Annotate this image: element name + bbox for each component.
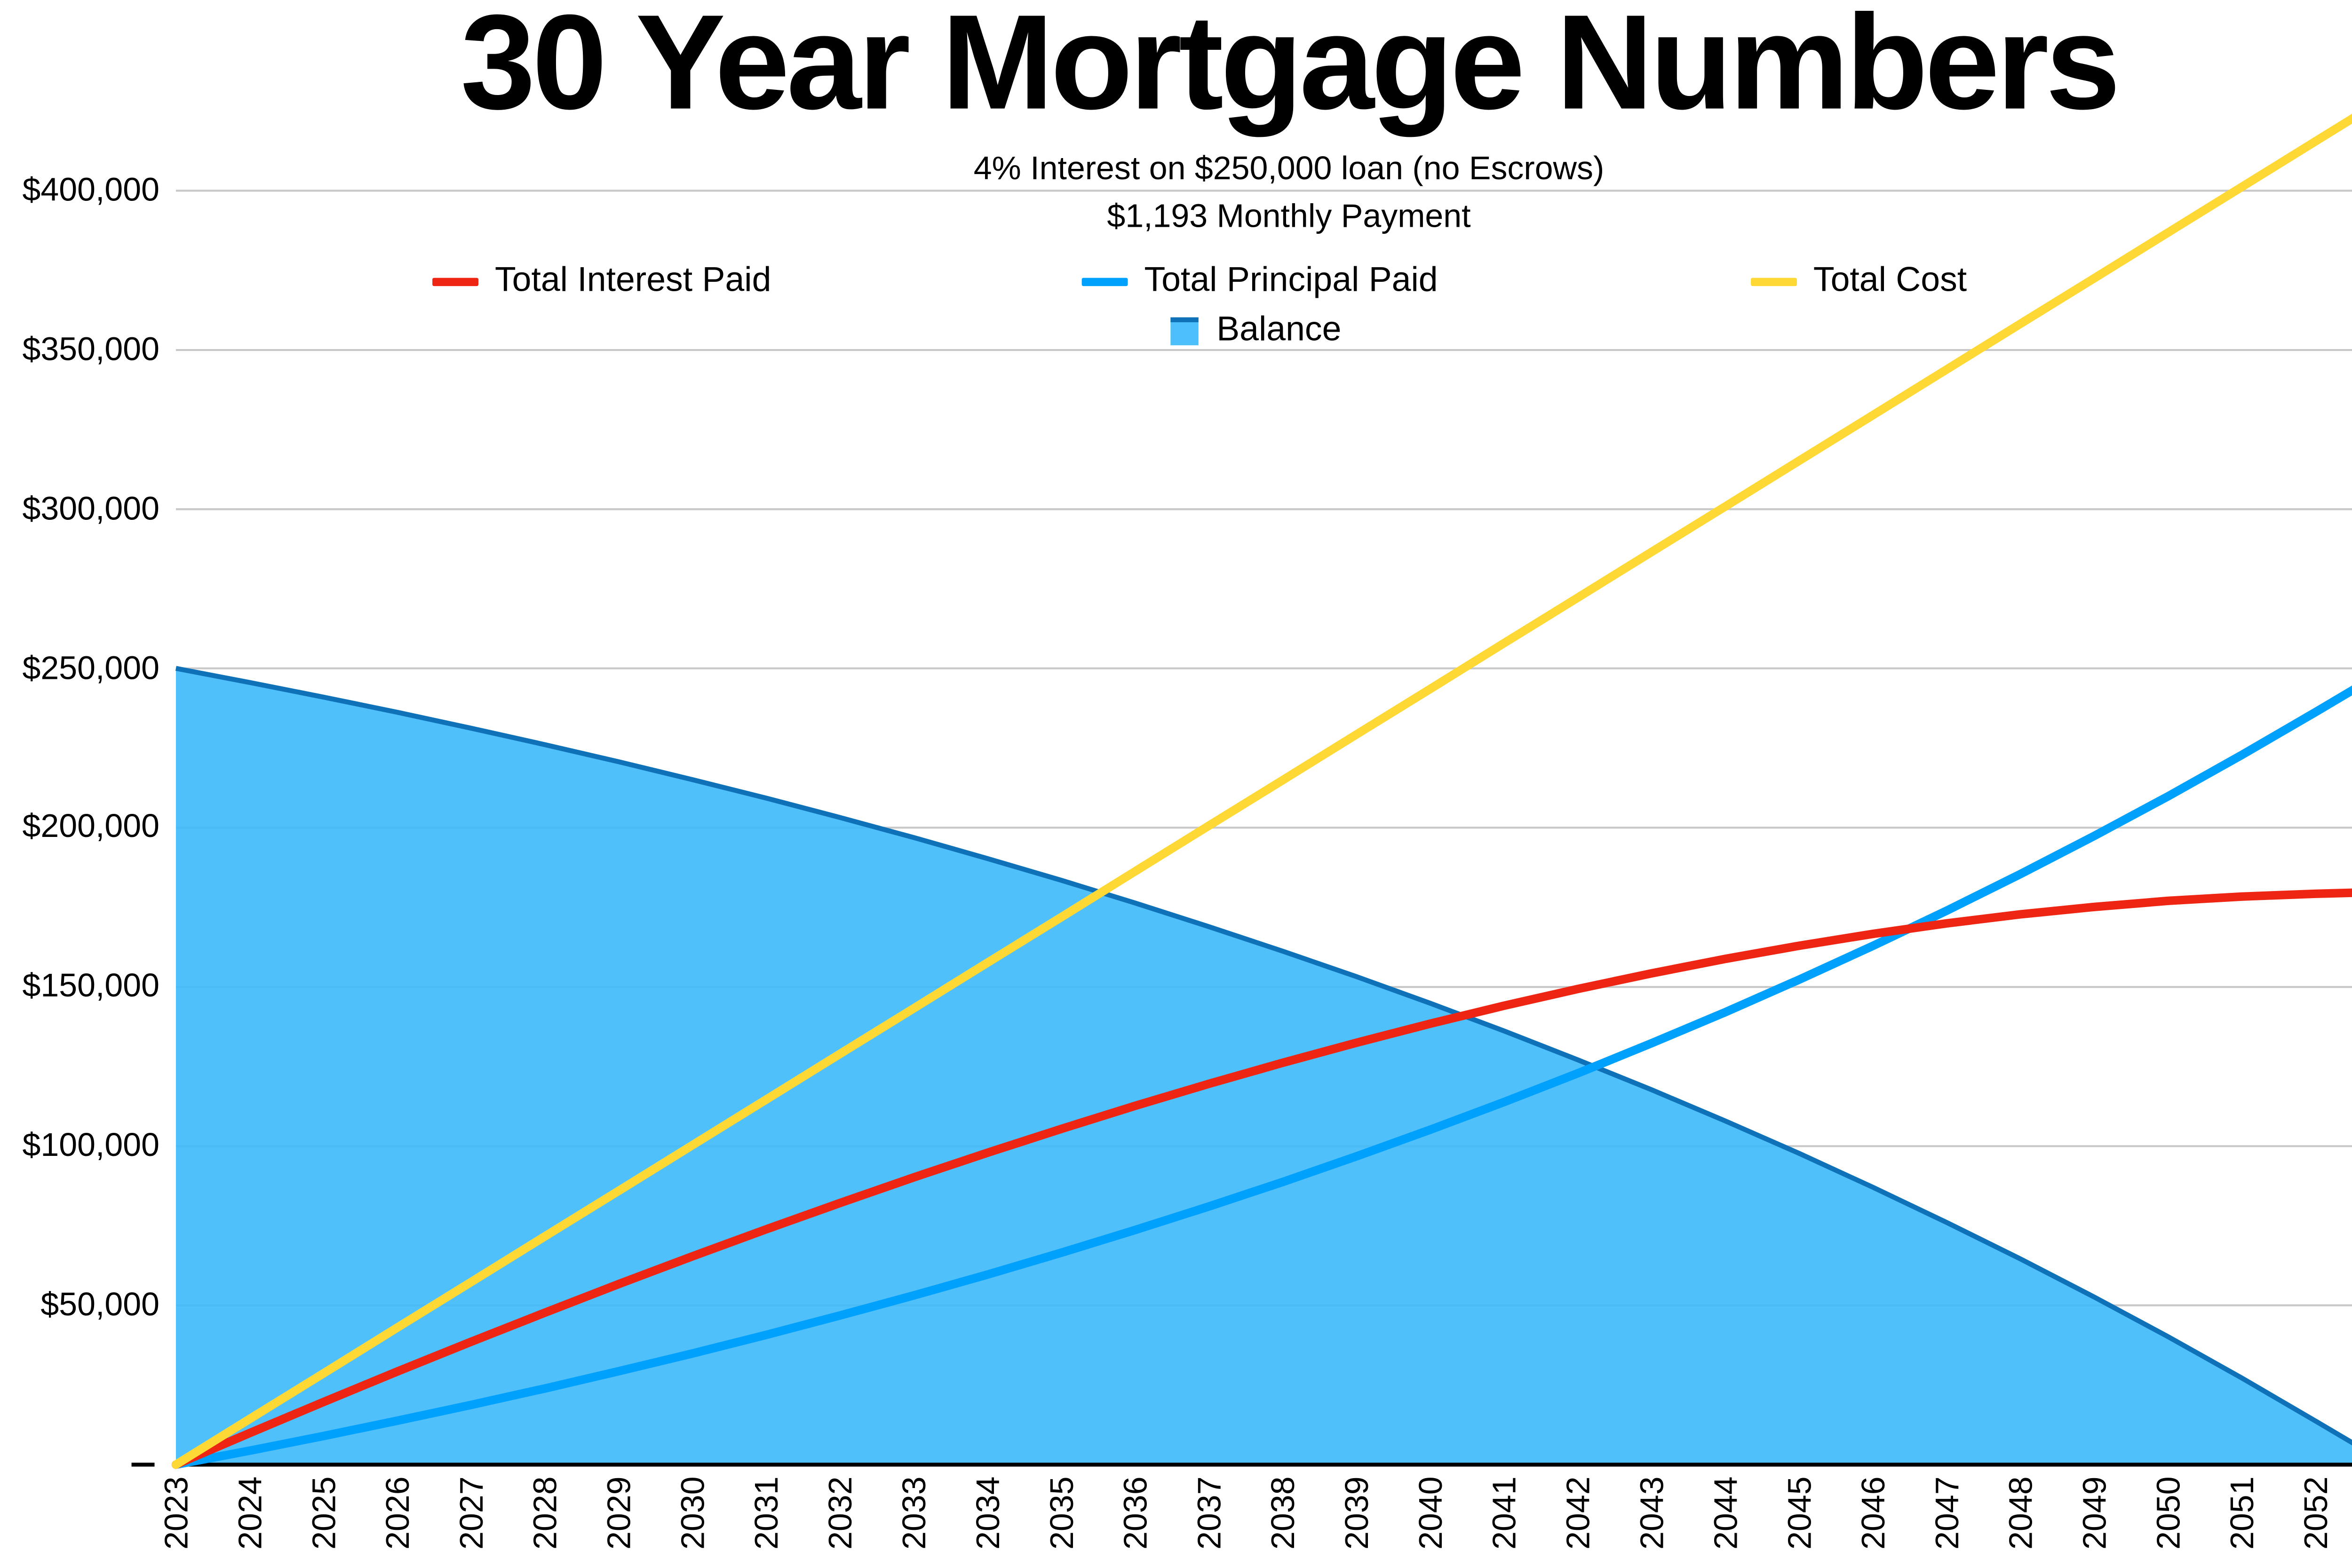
total-interest-legend-dash-icon (432, 277, 479, 286)
chart-title: 30 Year Mortgage Numbers (460, 0, 2121, 138)
x-tick-label-2033: 2033 (896, 1476, 932, 1549)
x-tick-label-2043: 2043 (1633, 1476, 1670, 1549)
total-interest-line (171, 888, 2352, 1469)
x-tick-label-2042: 2042 (1560, 1476, 1597, 1549)
x-tick-label-2023: 2023 (158, 1476, 194, 1549)
chart-subtitle-loan: 4% Interest on $250,000 loan (no Escrows… (973, 151, 1605, 188)
y-axis-label-350000: $350,000 (22, 332, 160, 368)
total-principal-legend-dash-icon (1081, 277, 1128, 286)
x-tick-label-2026: 2026 (379, 1476, 416, 1549)
legend-item-total-interest: Total Interest Paid (432, 260, 771, 302)
legend-item-total-principal: Total Principal Paid (1081, 260, 1438, 302)
x-tick-label-2024: 2024 (231, 1476, 268, 1549)
balance-border (175, 666, 2352, 1446)
x-tick-label-2035: 2035 (1043, 1476, 1080, 1549)
x-tick-label-2028: 2028 (527, 1476, 564, 1549)
legend-label-total-cost: Total Cost (1813, 261, 1967, 300)
x-tick-label-2050: 2050 (2150, 1476, 2187, 1549)
x-tick-label-2052: 2052 (2297, 1476, 2334, 1549)
y-axis-label-100000: $100,000 (22, 1128, 160, 1164)
x-tick-label-2025: 2025 (305, 1476, 342, 1549)
y-axis-label-250000: $250,000 (22, 650, 160, 687)
x-tick-label-2038: 2038 (1264, 1476, 1301, 1549)
x-tick-label-2034: 2034 (969, 1476, 1006, 1549)
chart-subtitle-payment: $1,193 Monthly Payment (1107, 199, 1471, 235)
x-tick-label-2049: 2049 (2076, 1476, 2113, 1549)
x-tick-label-2051: 2051 (2224, 1476, 2260, 1549)
x-tick-label-2032: 2032 (822, 1476, 858, 1549)
x-tick-label-2040: 2040 (1412, 1476, 1449, 1549)
legend-label-balance: Balance (1216, 310, 1342, 349)
y-axis-label-400000: $400,000 (22, 172, 160, 209)
x-tick-label-2041: 2041 (1486, 1476, 1523, 1549)
total-cost-legend-dash-icon (1751, 277, 1797, 286)
x-tick-label-2037: 2037 (1191, 1476, 1227, 1549)
y-axis-label-200000: $200,000 (22, 809, 160, 846)
total-principal-line (171, 685, 2352, 1469)
x-tick-label-2045: 2045 (1781, 1476, 1818, 1549)
total-cost-line (171, 113, 2352, 1469)
x-tick-label-2031: 2031 (748, 1476, 785, 1549)
x-tick-label-2036: 2036 (1117, 1476, 1153, 1549)
y-axis-label-300000: $300,000 (22, 491, 160, 527)
y-axis-label-150000: $150,000 (22, 969, 160, 1005)
x-tick-label-2027: 2027 (453, 1476, 490, 1549)
x-tick-label-2029: 2029 (601, 1476, 637, 1549)
x-tick-label-2030: 2030 (675, 1476, 711, 1549)
balance-legend-square-icon (1170, 317, 1199, 345)
x-tick-label-2047: 2047 (1929, 1476, 1965, 1549)
x-tick-label-2039: 2039 (1338, 1476, 1375, 1549)
legend-item-total-cost: Total Cost (1751, 260, 1967, 302)
legend-label-total-interest: Total Interest Paid (494, 261, 771, 300)
x-tick-label-2048: 2048 (2002, 1476, 2039, 1549)
x-tick-label-2044: 2044 (1707, 1476, 1744, 1549)
x-tick-label-2046: 2046 (1855, 1476, 1891, 1549)
legend-label-total-principal: Total Principal Paid (1144, 261, 1438, 300)
y-axis-label-50000: $50,000 (40, 1287, 160, 1324)
